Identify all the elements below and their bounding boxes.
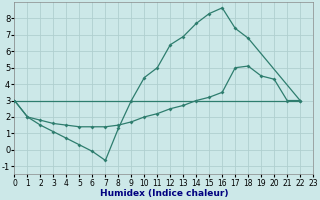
X-axis label: Humidex (Indice chaleur): Humidex (Indice chaleur)	[100, 189, 228, 198]
